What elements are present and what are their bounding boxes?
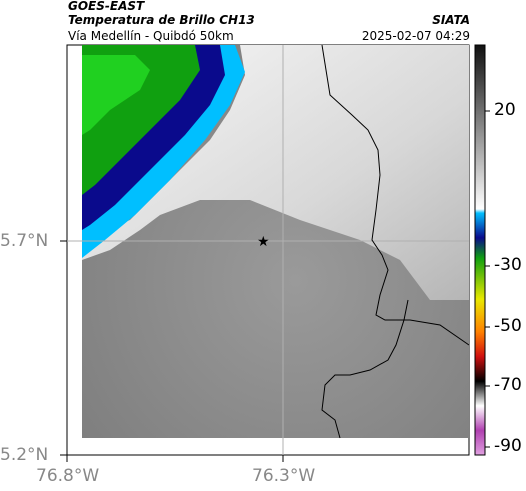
datetime-label: 2025-02-07 04:29 bbox=[361, 29, 470, 43]
bright-green-core bbox=[82, 55, 150, 135]
river-border bbox=[321, 299, 409, 439]
colorbar-tick-label: -90 bbox=[494, 436, 522, 456]
product-title: Temperatura de Brillo CH13 bbox=[68, 13, 255, 27]
satellite-title: GOES-EAST bbox=[68, 0, 145, 13]
colorbar-gradient bbox=[474, 44, 486, 456]
colorbar-tick-label: 20 bbox=[494, 100, 516, 120]
colorbar-tick-label: -50 bbox=[494, 316, 522, 336]
agency-label: SIATA bbox=[432, 13, 470, 27]
colorbar bbox=[474, 44, 490, 456]
route-subtitle: Vía Medellín - Quibdó 50km bbox=[68, 29, 234, 43]
map-panel: ★ bbox=[66, 44, 470, 456]
y-tick-label: 5.2°N bbox=[0, 445, 49, 465]
star-icon: ★ bbox=[257, 234, 270, 250]
x-tick-label: 76.3°W bbox=[252, 466, 316, 486]
department-border bbox=[321, 44, 470, 346]
colorbar-tick-label: -30 bbox=[494, 255, 522, 275]
y-ticks bbox=[60, 240, 67, 456]
x-tick-label: 76.8°W bbox=[36, 466, 100, 486]
y-tick-label: 5.7°N bbox=[0, 231, 49, 251]
colorbar-tick-label: -70 bbox=[494, 375, 522, 395]
x-ticks bbox=[66, 455, 284, 462]
